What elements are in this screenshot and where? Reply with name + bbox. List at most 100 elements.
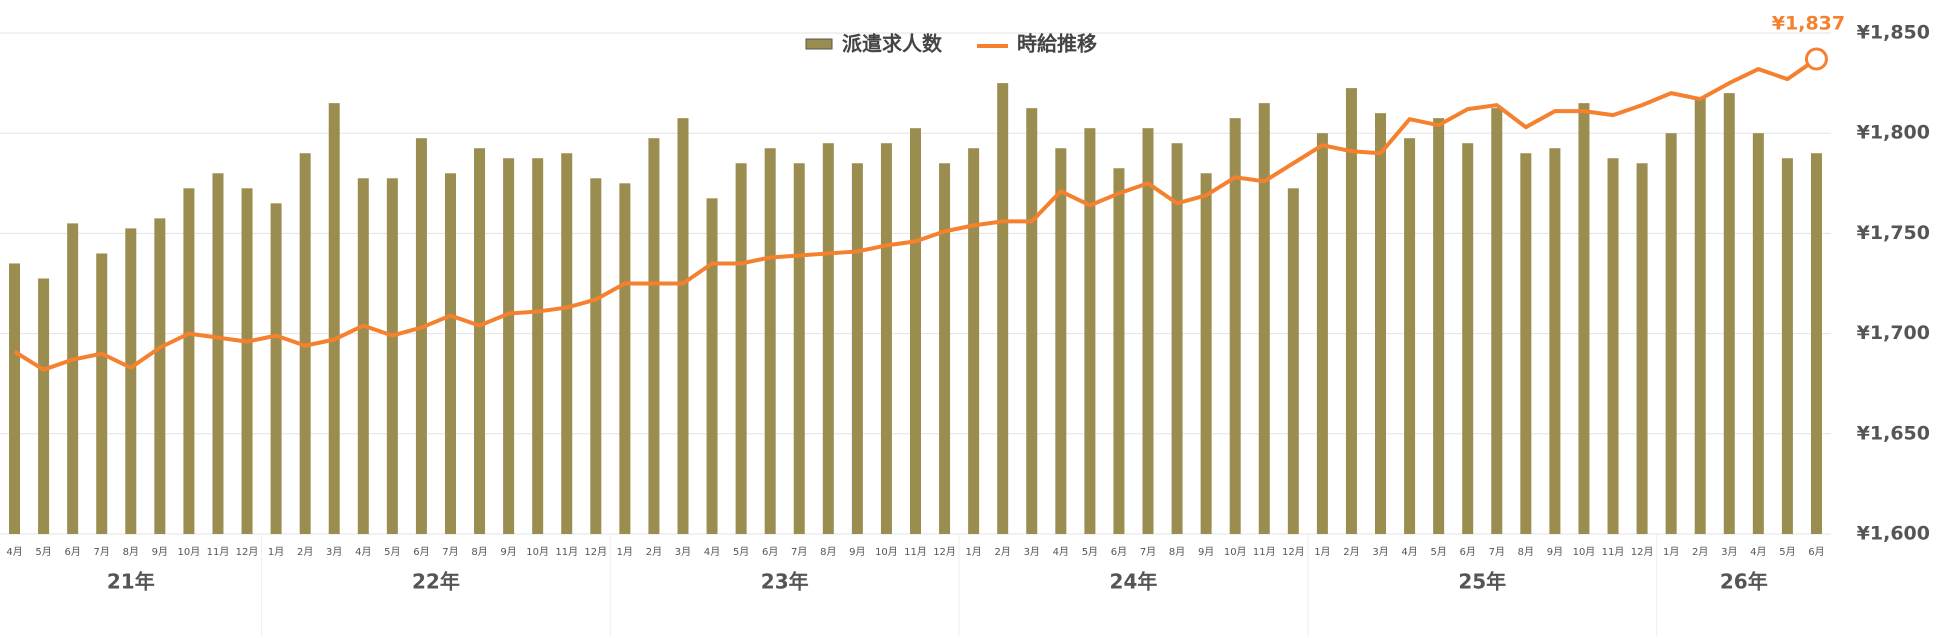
x-tick-label: 7月 bbox=[1140, 546, 1156, 558]
x-tick-label: 5月 bbox=[1430, 546, 1446, 558]
x-tick-label: 6月 bbox=[1808, 546, 1824, 558]
bar bbox=[793, 163, 805, 534]
x-tick-label: 2月 bbox=[1343, 546, 1359, 558]
bar bbox=[851, 163, 863, 534]
bar bbox=[997, 83, 1009, 534]
y-tick-label: ¥1,650 bbox=[1857, 422, 1930, 444]
x-tick-label: 4月 bbox=[6, 546, 22, 558]
bar bbox=[1636, 163, 1648, 534]
bar bbox=[9, 263, 21, 534]
x-tick-label: 4月 bbox=[1053, 546, 1069, 558]
x-tick-label: 6月 bbox=[64, 546, 80, 558]
bar bbox=[1433, 118, 1445, 535]
bar bbox=[444, 173, 456, 534]
bar bbox=[1520, 153, 1532, 535]
bar bbox=[38, 278, 50, 534]
x-tick-label: 6月 bbox=[762, 546, 778, 558]
x-tick-label: 9月 bbox=[849, 546, 865, 558]
x-tick-label: 5月 bbox=[384, 546, 400, 558]
bar bbox=[183, 188, 195, 534]
x-tick-label: 3月 bbox=[1024, 546, 1040, 558]
bar bbox=[1171, 143, 1183, 534]
bar bbox=[968, 148, 980, 535]
x-tick-label: 2月 bbox=[646, 546, 662, 558]
x-tick-label: 6月 bbox=[1460, 546, 1476, 558]
bar bbox=[706, 198, 718, 534]
x-tick-label: 8月 bbox=[1169, 546, 1185, 558]
x-tick-label: 9月 bbox=[152, 546, 168, 558]
year-label: 24年 bbox=[1110, 570, 1158, 594]
x-tick-label: 4月 bbox=[355, 546, 371, 558]
x-tick-label: 7月 bbox=[442, 546, 458, 558]
x-tick-label: 1月 bbox=[1314, 546, 1330, 558]
bar bbox=[96, 253, 108, 534]
bar bbox=[1723, 93, 1735, 535]
bar bbox=[386, 178, 398, 535]
x-tick-label: 12月 bbox=[1282, 546, 1305, 558]
x-tick-label: 10月 bbox=[875, 546, 898, 558]
x-tick-label: 5月 bbox=[733, 546, 749, 558]
bar bbox=[1491, 108, 1503, 535]
bar bbox=[561, 153, 573, 535]
legend-label: 派遣求人数 bbox=[842, 32, 943, 56]
x-tick-label: 1月 bbox=[268, 546, 284, 558]
x-tick-label: 6月 bbox=[1111, 546, 1127, 558]
bar bbox=[735, 163, 747, 534]
y-tick-label: ¥1,850 bbox=[1857, 22, 1930, 44]
highlight-point bbox=[1804, 47, 1828, 71]
bar bbox=[1287, 188, 1299, 534]
year-label: 26年 bbox=[1720, 570, 1768, 594]
bar bbox=[357, 178, 369, 535]
x-tick-label: 5月 bbox=[1779, 546, 1795, 558]
bar bbox=[1549, 148, 1561, 535]
bar bbox=[1026, 108, 1038, 535]
bar bbox=[1578, 103, 1590, 534]
bar bbox=[154, 218, 166, 534]
value-label: ¥1,837 bbox=[1772, 13, 1845, 35]
legend-swatch bbox=[805, 38, 833, 50]
bar bbox=[1694, 98, 1706, 534]
bar bbox=[1258, 103, 1270, 534]
x-tick-label: 4月 bbox=[1750, 546, 1766, 558]
bar bbox=[1462, 143, 1474, 534]
x-tick-label: 4月 bbox=[1401, 546, 1417, 558]
x-tick-label: 12月 bbox=[1631, 546, 1654, 558]
bar bbox=[1607, 158, 1619, 534]
bar bbox=[880, 143, 892, 534]
bar bbox=[677, 118, 689, 535]
bar bbox=[910, 128, 921, 534]
bar bbox=[619, 183, 631, 535]
x-tick-label: 12月 bbox=[933, 546, 956, 558]
x-tick-label: 2月 bbox=[297, 546, 313, 558]
x-tick-label: 11月 bbox=[207, 546, 230, 558]
bar bbox=[415, 138, 427, 534]
bar bbox=[532, 158, 544, 534]
x-tick-label: 9月 bbox=[1547, 546, 1563, 558]
x-tick-label: 5月 bbox=[1082, 546, 1098, 558]
bar bbox=[1055, 148, 1067, 535]
bar bbox=[1404, 138, 1416, 534]
x-tick-label: 7月 bbox=[791, 546, 807, 558]
x-tick-label: 11月 bbox=[1253, 546, 1276, 558]
x-tick-label: 8月 bbox=[820, 546, 836, 558]
bar bbox=[1781, 158, 1793, 534]
year-label: 25年 bbox=[1458, 570, 1506, 594]
x-tick-label: 1月 bbox=[1663, 546, 1679, 558]
bar bbox=[125, 228, 137, 534]
bar bbox=[590, 178, 602, 535]
x-tick-label: 2月 bbox=[995, 546, 1011, 558]
bar bbox=[503, 158, 515, 534]
bar bbox=[1142, 128, 1154, 534]
x-tick-label: 8月 bbox=[471, 546, 487, 558]
bar bbox=[1229, 118, 1241, 535]
bar bbox=[1345, 88, 1357, 535]
x-tick-label: 9月 bbox=[1198, 546, 1214, 558]
x-tick-label: 1月 bbox=[965, 546, 981, 558]
bar bbox=[1810, 153, 1822, 535]
legend-label: 時給推移 bbox=[1017, 32, 1097, 56]
bar bbox=[241, 188, 253, 534]
x-tick-label: 10月 bbox=[526, 546, 549, 558]
x-tick-label: 3月 bbox=[1721, 546, 1737, 558]
x-tick-label: 3月 bbox=[326, 546, 342, 558]
